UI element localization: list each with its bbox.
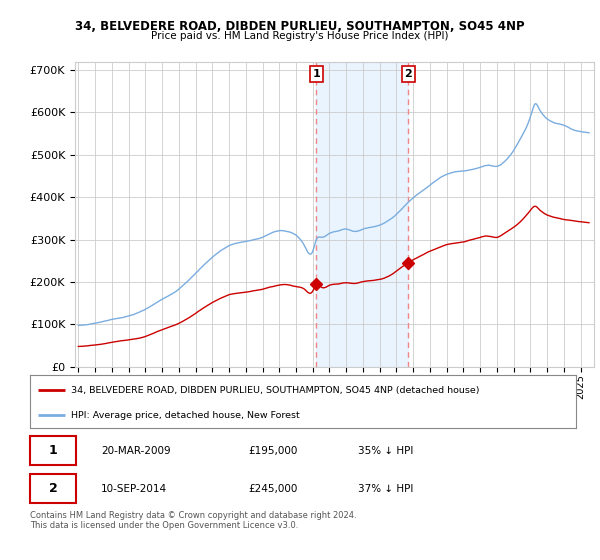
Text: HPI: Average price, detached house, New Forest: HPI: Average price, detached house, New … xyxy=(71,410,300,419)
Text: 34, BELVEDERE ROAD, DIBDEN PURLIEU, SOUTHAMPTON, SO45 4NP: 34, BELVEDERE ROAD, DIBDEN PURLIEU, SOUT… xyxy=(75,20,525,32)
Text: Contains HM Land Registry data © Crown copyright and database right 2024.
This d: Contains HM Land Registry data © Crown c… xyxy=(30,511,356,530)
Text: 35% ↓ HPI: 35% ↓ HPI xyxy=(358,446,413,456)
Text: 1: 1 xyxy=(313,69,320,79)
FancyBboxPatch shape xyxy=(30,436,76,465)
Bar xyxy=(316,62,408,367)
Text: 1: 1 xyxy=(49,444,58,458)
Text: Price paid vs. HM Land Registry's House Price Index (HPI): Price paid vs. HM Land Registry's House … xyxy=(151,31,449,41)
Text: £195,000: £195,000 xyxy=(248,446,298,456)
Text: 10-SEP-2014: 10-SEP-2014 xyxy=(101,484,167,494)
Text: 2: 2 xyxy=(49,482,58,495)
FancyBboxPatch shape xyxy=(30,474,76,503)
Text: 34, BELVEDERE ROAD, DIBDEN PURLIEU, SOUTHAMPTON, SO45 4NP (detached house): 34, BELVEDERE ROAD, DIBDEN PURLIEU, SOUT… xyxy=(71,386,479,395)
Text: 20-MAR-2009: 20-MAR-2009 xyxy=(101,446,170,456)
Text: 2: 2 xyxy=(404,69,412,79)
Text: 37% ↓ HPI: 37% ↓ HPI xyxy=(358,484,413,494)
Text: £245,000: £245,000 xyxy=(248,484,298,494)
